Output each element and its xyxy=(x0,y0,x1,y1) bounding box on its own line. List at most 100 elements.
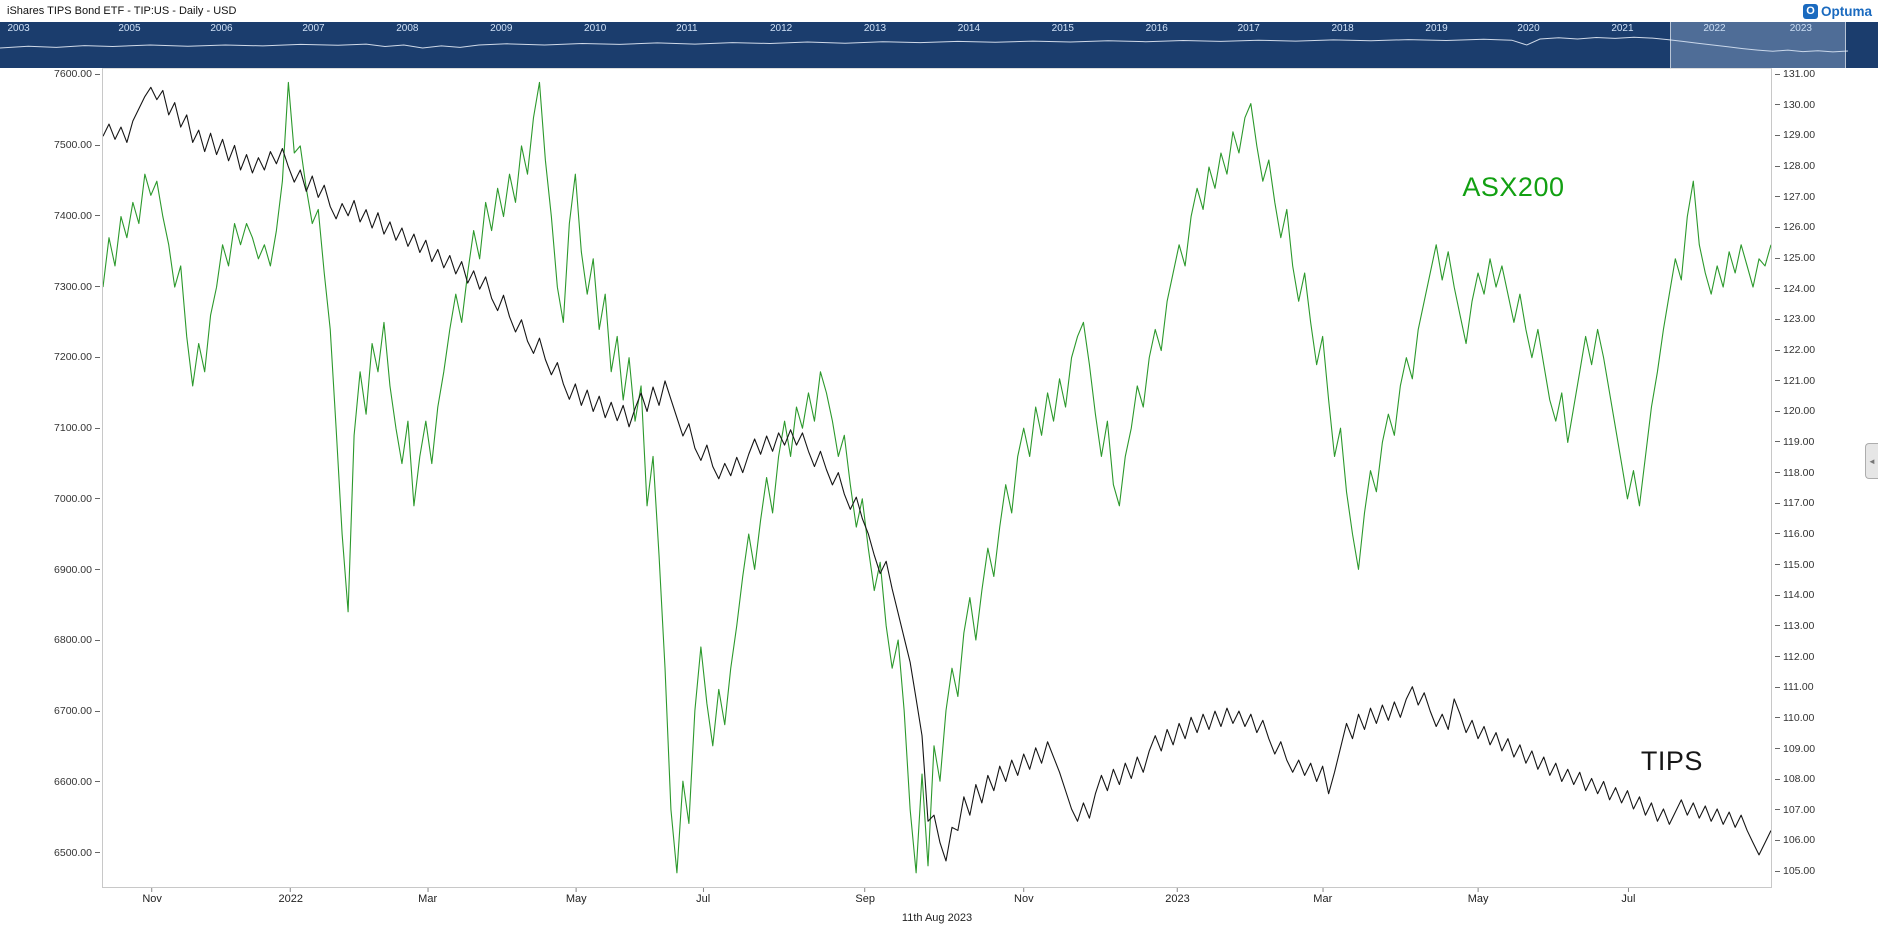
right-axis-tick-label: 122.00 xyxy=(1775,344,1815,356)
tick-mark xyxy=(95,498,100,500)
tick-mark xyxy=(1775,318,1780,320)
tick-mark xyxy=(290,888,292,892)
right-axis-tick-label: 131.00 xyxy=(1775,68,1815,80)
tick-mark xyxy=(1775,870,1780,872)
left-axis-tick-label: 7000.00 xyxy=(54,493,100,505)
date-axis-label: May xyxy=(1468,888,1488,905)
right-axis-tick-label: 107.00 xyxy=(1775,804,1815,816)
tick-mark xyxy=(95,356,100,358)
date-axis-label: 2023 xyxy=(1165,888,1190,905)
left-axis-tick-label: 7300.00 xyxy=(54,281,100,293)
tick-mark xyxy=(1775,564,1780,566)
left-axis-tick-label: 7600.00 xyxy=(54,68,100,80)
date-axis-label: 2022 xyxy=(278,888,303,905)
tick-mark xyxy=(1775,686,1780,688)
tick-mark xyxy=(151,888,153,892)
right-axis-tick-label: 125.00 xyxy=(1775,252,1815,264)
tick-mark xyxy=(95,710,100,712)
tick-mark xyxy=(1775,73,1780,75)
tick-mark xyxy=(1775,839,1780,841)
tick-mark xyxy=(702,888,704,892)
tick-mark xyxy=(1775,380,1780,382)
tick-mark xyxy=(1775,748,1780,750)
left-price-axis[interactable]: 7600.00 7500.00 7400.00 7300.00 7200.00 7100.… xyxy=(0,68,102,888)
left-axis-tick-label: 6700.00 xyxy=(54,705,100,717)
tick-mark xyxy=(1775,778,1780,780)
right-axis-tick-label: 110.00 xyxy=(1775,712,1814,724)
date-axis-label: Sep xyxy=(855,888,875,905)
panel-collapse-tab[interactable]: ◄ xyxy=(1865,443,1878,479)
tick-mark xyxy=(1775,656,1780,658)
chart-plot-area[interactable]: ASX200 TIPS xyxy=(102,68,1772,888)
left-axis-tick-label: 7500.00 xyxy=(54,139,100,151)
footer-row: 11th Aug 2023 xyxy=(0,908,1878,932)
axis-end-date: 11th Aug 2023 xyxy=(901,912,973,924)
date-axis-label: Nov xyxy=(1014,888,1034,905)
date-axis-label: Mar xyxy=(418,888,437,905)
tick-mark xyxy=(1775,257,1780,259)
right-axis-tick-label: 119.00 xyxy=(1775,436,1814,448)
tick-mark xyxy=(95,144,100,146)
tick-mark xyxy=(95,427,100,429)
asx200-line xyxy=(103,81,1771,874)
right-axis-tick-label: 128.00 xyxy=(1775,160,1815,172)
optuma-icon: O xyxy=(1802,3,1818,19)
tick-mark xyxy=(1775,625,1780,627)
right-axis-tick-label: 113.00 xyxy=(1775,620,1814,632)
right-axis-tick-label: 109.00 xyxy=(1775,743,1815,755)
tick-mark xyxy=(1775,104,1780,106)
tips-series-label: TIPS xyxy=(1640,745,1703,776)
right-axis-tick-label: 115.00 xyxy=(1775,559,1814,571)
right-price-axis[interactable]: 131.00 130.00 129.00 128.00 127.00 126.00 125.… xyxy=(1772,68,1878,888)
chart-title: iShares TIPS Bond ETF - TIP:US - Daily -… xyxy=(7,5,237,17)
right-axis-tick-label: 106.00 xyxy=(1775,834,1815,846)
tick-mark xyxy=(1775,533,1780,535)
tick-mark xyxy=(1176,888,1178,892)
tick-mark xyxy=(95,639,100,641)
tick-mark xyxy=(95,73,100,75)
tick-mark xyxy=(95,569,100,571)
right-axis-tick-label: 105.00 xyxy=(1775,865,1815,877)
right-axis-tick-label: 124.00 xyxy=(1775,283,1815,295)
tick-mark xyxy=(1477,888,1479,892)
date-axis-label: Jul xyxy=(696,888,710,905)
tick-mark xyxy=(1775,441,1780,443)
chart-region: 7600.00 7500.00 7400.00 7300.00 7200.00 7100.… xyxy=(0,68,1878,888)
date-axis[interactable]: Nov 2022 Mar May Jul Sep Nov 2023 Mar May Jul xyxy=(102,888,1772,908)
tick-mark xyxy=(95,215,100,217)
tick-mark xyxy=(1023,888,1025,892)
navigator-selection-range[interactable] xyxy=(1669,22,1847,68)
date-axis-row: Nov 2022 Mar May Jul Sep Nov 2023 Mar May Jul xyxy=(0,888,1878,908)
tick-mark xyxy=(1775,502,1780,504)
tick-mark xyxy=(1775,472,1780,474)
tips-line xyxy=(103,86,1771,862)
right-axis-tick-label: 126.00 xyxy=(1775,221,1815,233)
right-axis-tick-label: 116.00 xyxy=(1775,528,1814,540)
tick-mark xyxy=(575,888,577,892)
right-axis-tick-label: 108.00 xyxy=(1775,773,1815,785)
tick-mark xyxy=(1775,349,1780,351)
tick-mark xyxy=(1775,288,1780,290)
right-axis-tick-label: 120.00 xyxy=(1775,405,1815,417)
left-axis-tick-label: 6900.00 xyxy=(54,564,100,576)
left-axis-tick-label: 6800.00 xyxy=(54,634,100,646)
left-axis-tick-label: 6500.00 xyxy=(54,847,100,859)
right-axis-tick-label: 111.00 xyxy=(1775,681,1814,693)
tick-mark xyxy=(95,781,100,783)
right-axis-tick-label: 127.00 xyxy=(1775,191,1815,203)
tick-mark xyxy=(1627,888,1629,892)
tick-mark xyxy=(427,888,429,892)
date-axis-label: Jul xyxy=(1621,888,1635,905)
right-axis-tick-label: 129.00 xyxy=(1775,129,1815,141)
tick-mark xyxy=(1775,134,1780,136)
timeline-navigator[interactable]: 2003 2005 2006 2007 2008 2009 2010 2011 2012 2013… xyxy=(0,22,1878,68)
optuma-wordmark: Optuma xyxy=(1820,3,1872,19)
tick-mark xyxy=(1775,410,1780,412)
right-axis-tick-label: 121.00 xyxy=(1775,375,1815,387)
right-axis-tick-label: 123.00 xyxy=(1775,313,1815,325)
right-axis-tick-label: 118.00 xyxy=(1775,467,1814,479)
tick-mark xyxy=(1775,594,1780,596)
tick-mark xyxy=(1775,809,1780,811)
tick-mark xyxy=(1775,165,1780,167)
left-axis-tick-label: 7100.00 xyxy=(54,422,100,434)
